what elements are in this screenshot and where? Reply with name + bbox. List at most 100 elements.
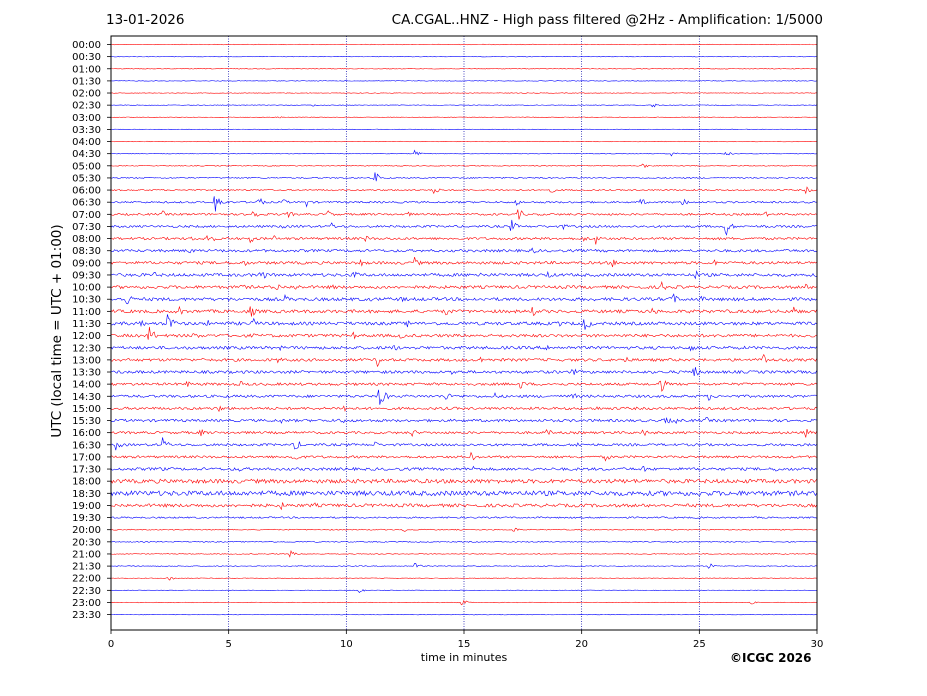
- trace-20:30: [110, 540, 817, 543]
- y-tick-label: 01:30: [72, 76, 101, 87]
- y-tick-label: 10:30: [72, 295, 101, 306]
- trace-03:30: [110, 128, 817, 131]
- y-tick-label: 06:30: [72, 198, 101, 209]
- trace-05:30: [110, 172, 817, 182]
- y-tick-label: 16:30: [72, 440, 101, 451]
- trace-03:00: [110, 116, 817, 119]
- trace-10:00: [110, 280, 817, 290]
- y-tick-label: 03:30: [72, 125, 101, 136]
- y-tick-label: 02:00: [72, 89, 101, 100]
- y-tick-label: 22:00: [72, 574, 101, 585]
- y-tick-label: 00:30: [72, 52, 101, 63]
- y-tick-label: 04:00: [72, 137, 101, 148]
- trace-15:30: [110, 416, 817, 424]
- y-tick-label: 07:30: [72, 222, 101, 233]
- x-tick-label: 25: [693, 639, 706, 650]
- y-tick-label: 17:30: [72, 465, 101, 476]
- y-tick-label: 14:30: [72, 392, 101, 403]
- y-tick-label: 04:30: [72, 149, 101, 160]
- trace-05:00: [110, 163, 817, 169]
- trace-14:00: [110, 380, 817, 392]
- trace-12:00: [110, 326, 817, 340]
- y-tick-label: 08:00: [72, 234, 101, 245]
- y-tick-label: 19:00: [72, 501, 101, 512]
- trace-04:00: [110, 140, 817, 143]
- y-tick-label: 20:00: [72, 525, 101, 536]
- trace-09:30: [110, 270, 817, 280]
- y-tick-label: 23:30: [72, 610, 101, 621]
- trace-01:30: [110, 80, 817, 82]
- trace-23:00: [110, 599, 817, 606]
- x-tick-label: 15: [458, 639, 471, 650]
- trace-18:30: [110, 490, 817, 497]
- y-tick-label: 10:00: [72, 283, 101, 294]
- trace-07:00: [110, 209, 817, 220]
- y-tick-label: 20:30: [72, 537, 101, 548]
- trace-21:00: [110, 550, 817, 558]
- y-tick-label: 15:00: [72, 404, 101, 415]
- y-tick-label: 09:00: [72, 258, 101, 269]
- trace-12:30: [110, 344, 817, 352]
- trace-17:00: [110, 451, 817, 462]
- y-tick-label: 13:30: [72, 368, 101, 379]
- y-tick-label: 21:00: [72, 549, 101, 560]
- trace-16:30: [110, 437, 817, 451]
- y-tick-label: 17:00: [72, 452, 101, 463]
- y-tick-label: 18:00: [72, 477, 101, 488]
- trace-01:00: [110, 68, 817, 70]
- trace-19:30: [110, 516, 817, 519]
- copyright-label: ©ICGC 2026: [730, 651, 812, 665]
- y-tick-label: 14:00: [72, 380, 101, 391]
- x-tick-label: 0: [108, 639, 114, 650]
- trace-08:00: [110, 235, 817, 245]
- trace-18:00: [110, 478, 817, 484]
- trace-02:00: [110, 92, 817, 94]
- y-tick-label: 00:00: [72, 40, 101, 51]
- y-tick-label: 19:30: [72, 513, 101, 524]
- trace-02:30: [110, 103, 817, 108]
- y-tick-label: 13:00: [72, 355, 101, 366]
- trace-22:00: [110, 577, 817, 581]
- y-tick-label: 11:30: [72, 319, 101, 330]
- y-tick-label: 12:30: [72, 343, 101, 354]
- x-tick-label: 5: [225, 639, 231, 650]
- date-label: 13-01-2026: [106, 12, 185, 28]
- y-tick-label: 18:30: [72, 489, 101, 500]
- trace-11:30: [110, 314, 817, 330]
- y-tick-label: 16:00: [72, 428, 101, 439]
- y-tick-label: 06:00: [72, 186, 101, 197]
- trace-06:00: [110, 186, 817, 195]
- trace-08:30: [110, 247, 817, 254]
- y-tick-label: 03:00: [72, 113, 101, 124]
- y-tick-label: 01:00: [72, 64, 101, 75]
- seismogram-traces: [110, 43, 817, 616]
- y-tick-label: 12:00: [72, 331, 101, 342]
- x-tick-label: 30: [811, 639, 824, 650]
- vertical-gridlines: [228, 36, 700, 630]
- trace-13:30: [111, 367, 817, 376]
- y-tick-label: 09:30: [72, 270, 101, 281]
- x-tick-label: 10: [340, 639, 353, 650]
- trace-06:30: [110, 196, 817, 212]
- trace-14:30: [110, 389, 817, 405]
- trace-00:30: [110, 56, 817, 58]
- chart-title: CA.CGAL..HNZ - High pass filtered @2Hz -…: [391, 12, 823, 28]
- trace-13:00: [110, 353, 817, 368]
- trace-07:30: [110, 219, 817, 236]
- y-tick-label: 08:30: [72, 246, 101, 257]
- plot-frame: [110, 35, 818, 631]
- trace-17:30: [110, 465, 817, 472]
- trace-09:00: [110, 256, 817, 268]
- x-tick-labels: 0 5 10 15 20 25 30: [108, 630, 824, 650]
- trace-00:00: [110, 43, 817, 46]
- y-tick-label: 22:30: [72, 586, 101, 597]
- trace-20:00: [110, 527, 817, 532]
- trace-21:30: [110, 563, 817, 569]
- trace-19:00: [110, 502, 817, 511]
- y-tick-label: 05:30: [72, 173, 101, 184]
- y-tick-label: 23:00: [72, 598, 101, 609]
- y-tick-label: 15:30: [72, 416, 101, 427]
- trace-16:00: [110, 428, 817, 438]
